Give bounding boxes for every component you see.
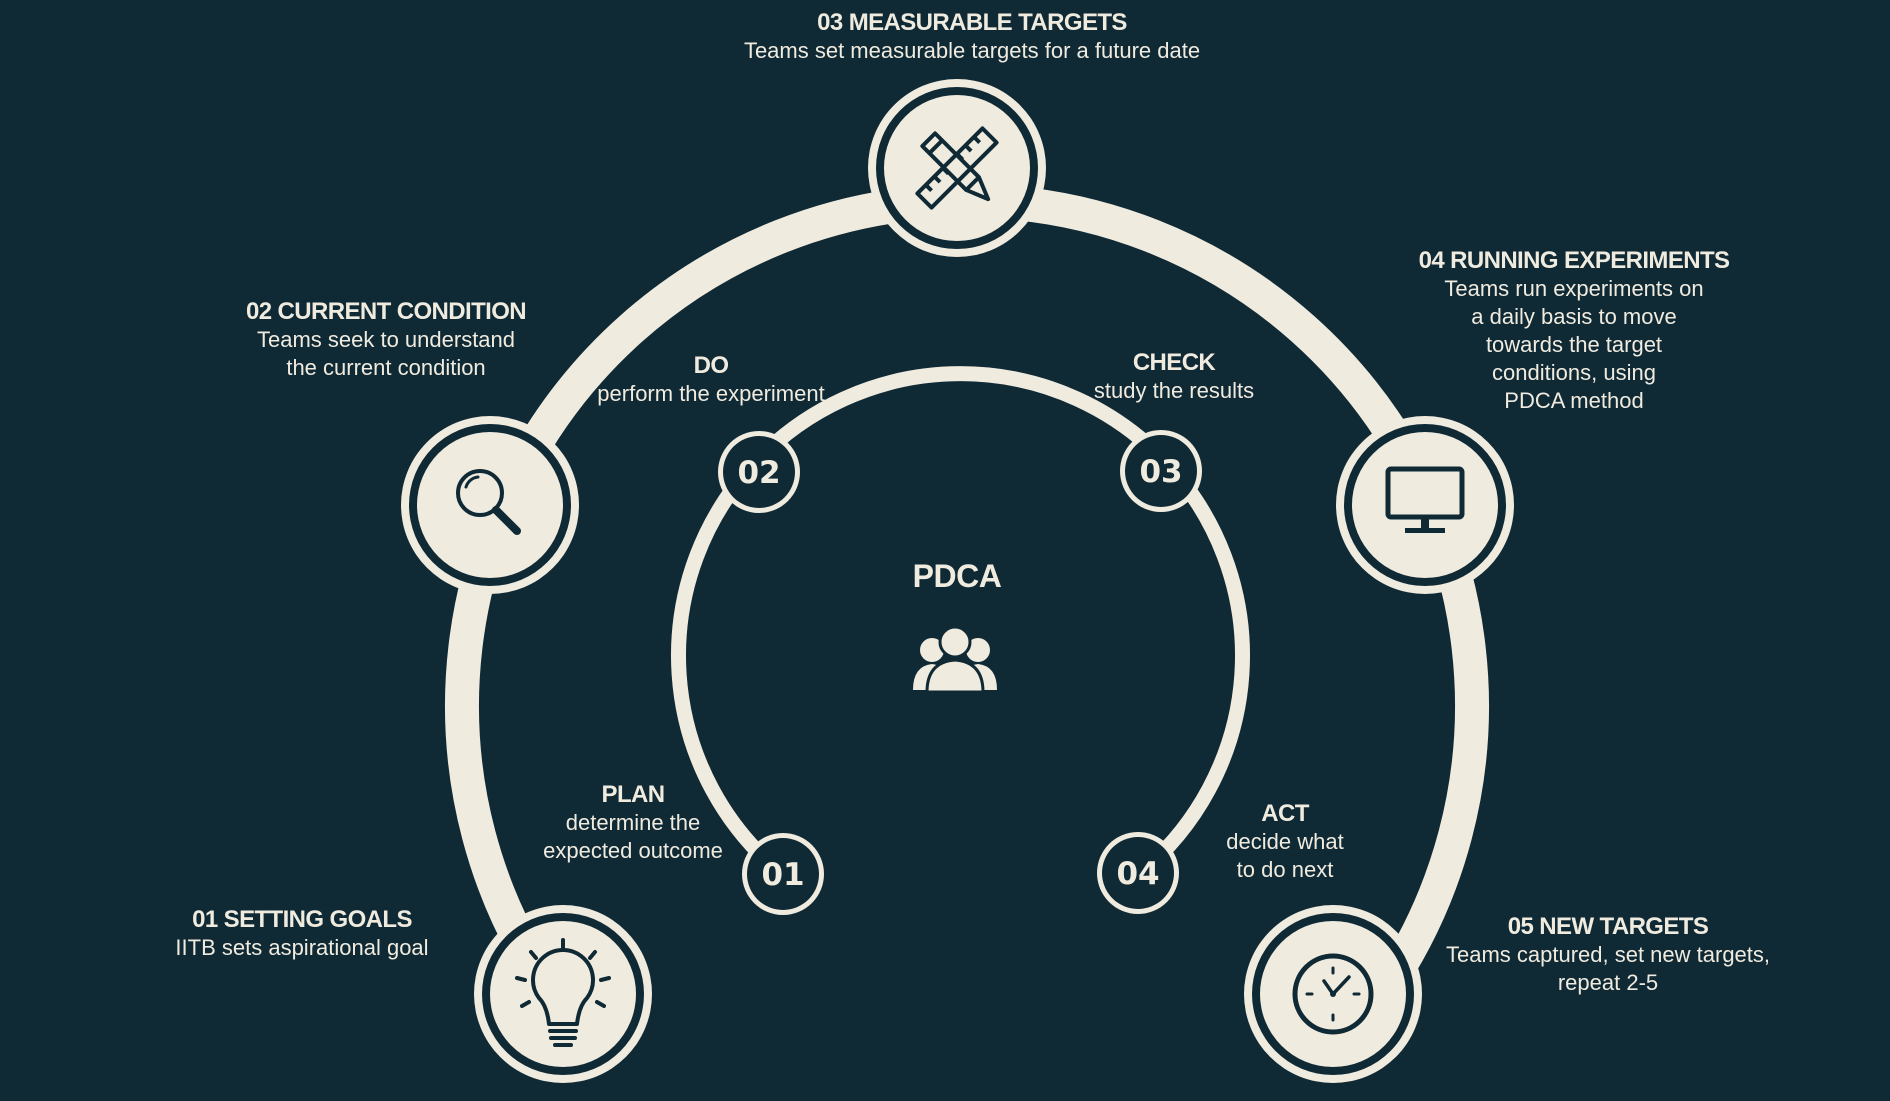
magnifier-icon [456,469,521,535]
phase-title: PLAN [601,781,666,808]
phase-desc-line: perform the experiment [597,381,825,406]
inner-number-01: 01 [761,857,804,893]
label-act: ACT decide what to do next [1226,800,1343,884]
step-desc-line: a daily basis to move [1471,304,1677,329]
step-title: 05 NEW TARGETS [1507,913,1709,940]
inner-arc [671,366,1250,882]
inner-number-04: 04 [1116,856,1159,892]
step-title: 04 RUNNING EXPERIMENTS [1418,247,1730,274]
step-title: 02 CURRENT CONDITION [245,298,527,325]
step-desc-line: Teams run experiments on [1444,276,1704,301]
label-plan: PLAN determine the expected outcome [543,781,723,865]
node-current-condition [401,416,579,594]
phase-desc-line: study the results [1093,378,1255,403]
label-check: CHECK study the results [1094,349,1254,405]
node-running-experiments [1336,416,1514,594]
step-desc-line: Teams captured, set new targets, [1445,942,1771,967]
node-measurable-targets [868,79,1046,257]
label-running-experiments: 04 RUNNING EXPERIMENTS Teams run experim… [1419,247,1730,415]
step-title: 01 SETTING GOALS [192,906,412,933]
team-icon [913,625,997,694]
step-title: 03 MEASURABLE TARGETS [817,9,1127,36]
label-measurable-targets: 03 MEASURABLE TARGETS Teams set measurab… [744,9,1200,65]
step-desc-line: conditions, using [1492,360,1656,385]
inner-number-02: 02 [737,455,780,491]
phase-title: DO [693,352,729,379]
phase-desc-line: expected outcome [543,838,723,863]
step-desc-line: Teams seek to understand [256,327,516,352]
step-desc-line: repeat 2-5 [1557,970,1659,995]
node-setting-goals [474,905,652,1083]
phase-desc-line: determine the [565,810,701,835]
step-desc-line: towards the target [1485,332,1663,357]
monitor-icon [1385,466,1465,533]
inner-node-02: 02 [718,431,800,513]
inner-number-03: 03 [1139,454,1182,490]
lightbulb-icon [515,938,611,1047]
step-desc-line: PDCA method [1504,388,1644,413]
step-desc-line: IITB sets aspirational goal [175,935,429,960]
phase-desc-line: to do next [1236,857,1334,882]
label-setting-goals: 01 SETTING GOALS IITB sets aspirational … [175,906,428,962]
phase-title: ACT [1261,800,1309,827]
inner-node-01: 01 [742,833,824,915]
step-desc-line: the current condition [286,355,486,380]
center-title: PDCA [913,558,1002,594]
node-new-targets [1244,905,1422,1083]
label-do: DO perform the experiment [597,352,824,408]
pencil-ruler-icon [915,126,999,210]
label-current-condition: 02 CURRENT CONDITION Teams seek to under… [245,298,527,382]
inner-node-03: 03 [1120,430,1202,512]
clock-icon [1292,953,1374,1035]
step-desc-line: Teams set measurable targets for a futur… [743,38,1201,63]
inner-node-04: 04 [1097,832,1179,914]
phase-desc-line: decide what [1226,829,1344,854]
label-new-targets: 05 NEW TARGETS Teams captured, set new t… [1446,913,1770,997]
phase-title: CHECK [1132,349,1216,376]
